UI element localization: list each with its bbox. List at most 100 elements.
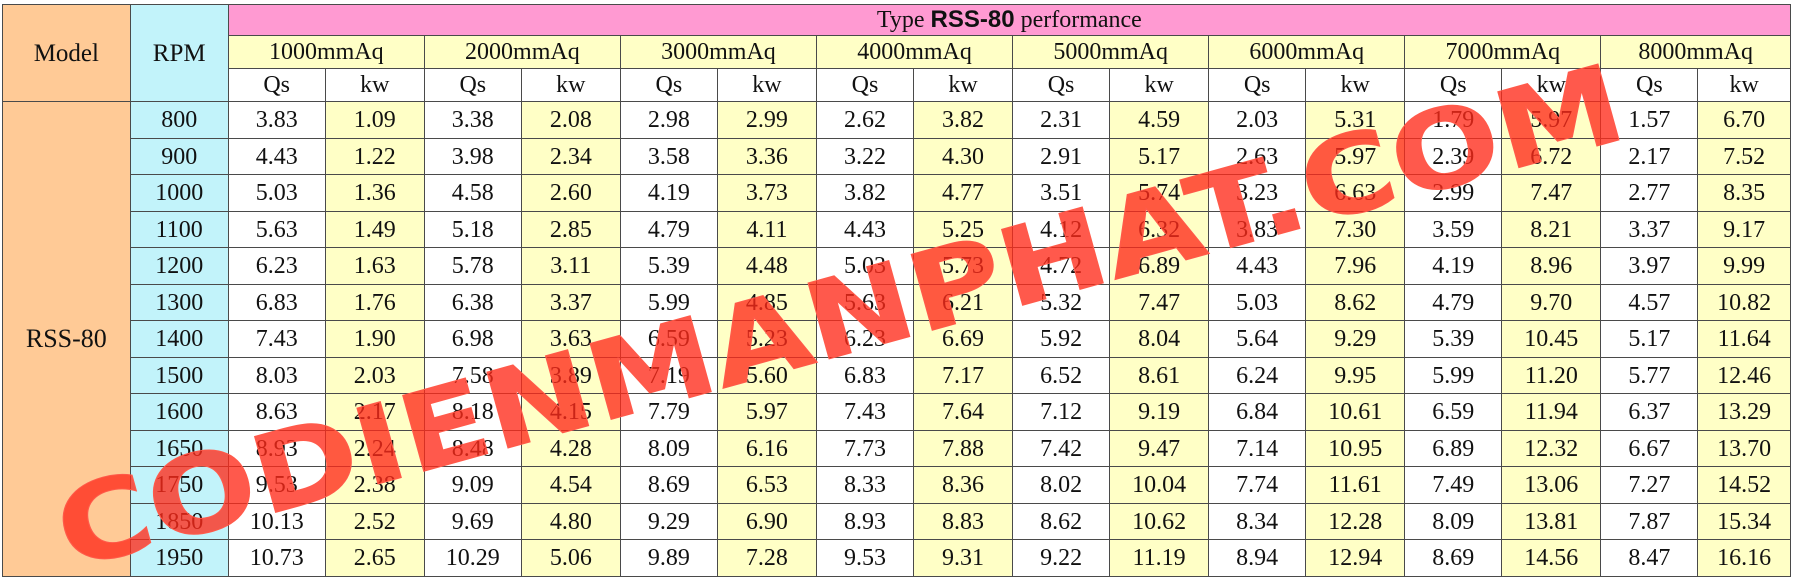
table-row: 1400 7.43 1.90 6.98 3.63 6.59 5.23 6.23 6.69 5.92… (3, 320, 1791, 358)
kw-cell: 4.80 (520, 502, 621, 541)
title-model: RSS-80 (930, 6, 1015, 34)
qs-cell: 7.58 (423, 356, 522, 395)
qs-cell: 1.79 (1404, 101, 1503, 139)
kw-cell: 11.19 (1109, 539, 1210, 577)
kw-cell: 6.53 (716, 466, 818, 504)
table-row: 1200 6.23 1.63 5.78 3.11 5.39 4.48 5.03 5.73 4.72… (3, 247, 1791, 285)
kw-cell: 2.17 (324, 393, 425, 431)
kw-cell: 6.89 (1109, 247, 1210, 285)
kw-cell: 5.97 (1501, 101, 1602, 139)
qs-cell: 7.43 (816, 393, 914, 431)
kw-cell: 4.48 (716, 247, 818, 285)
kw-cell: 8.96 (1501, 247, 1602, 285)
qs-cell: 9.53 (227, 466, 326, 504)
qs-cell: 6.83 (816, 356, 914, 395)
kw-cell: 11.64 (1697, 320, 1791, 358)
qs-cell: 3.98 (423, 137, 522, 176)
rpm-cell: 1400 (129, 320, 229, 358)
qs-cell: 4.19 (1404, 247, 1503, 285)
kw-cell: 2.38 (324, 466, 425, 504)
kw-cell: 7.96 (1305, 247, 1406, 285)
kw-cell: 5.31 (1305, 101, 1406, 139)
kw-cell: 9.17 (1697, 210, 1791, 249)
kw-cell: 1.76 (324, 283, 425, 322)
kw-cell: 8.62 (1305, 283, 1406, 322)
kw-cell: 6.32 (1109, 210, 1210, 249)
kw-cell: 11.20 (1501, 356, 1602, 395)
qs-cell: 4.12 (1012, 210, 1111, 249)
qs-cell: 8.93 (227, 429, 326, 468)
qs-cell: 3.82 (816, 174, 914, 212)
qs-unit-header: Qs (816, 67, 914, 103)
table-row: 900 4.43 1.22 3.98 2.34 3.58 3.36 3.22 4.30 2.91 5… (3, 137, 1791, 176)
kw-cell: 13.70 (1697, 429, 1791, 468)
qs-cell: 1.57 (1600, 101, 1699, 139)
qs-cell: 7.14 (1208, 429, 1307, 468)
qs-cell: 8.69 (619, 466, 718, 504)
qs-cell: 5.39 (1404, 320, 1503, 358)
kw-cell: 5.25 (912, 210, 1014, 249)
kw-cell: 11.94 (1501, 393, 1602, 431)
kw-unit-header: kw (520, 67, 621, 103)
table-row: 1500 8.03 2.03 7.58 3.89 7.19 5.60 6.83 7.17 6.52… (3, 356, 1791, 395)
kw-cell: 13.29 (1697, 393, 1791, 431)
qs-cell: 4.43 (1208, 247, 1307, 285)
rpm-header: RPM (129, 3, 229, 103)
qs-cell: 6.59 (1404, 393, 1503, 431)
pressure-header: 1000mmAq (227, 35, 425, 69)
qs-cell: 6.38 (423, 283, 522, 322)
kw-cell: 16.16 (1697, 539, 1791, 577)
kw-cell: 6.70 (1697, 101, 1791, 139)
table-row: 1650 8.93 2.24 8.48 4.28 8.09 6.16 7.73 7.88 7.42… (3, 429, 1791, 468)
qs-cell: 9.69 (423, 502, 522, 541)
kw-cell: 4.15 (520, 393, 621, 431)
qs-cell: 8.93 (816, 502, 914, 541)
kw-cell: 7.17 (912, 356, 1014, 395)
kw-cell: 2.08 (520, 101, 621, 139)
kw-cell: 12.94 (1305, 539, 1406, 577)
title-prefix: Type (876, 7, 931, 34)
rpm-cell: 1600 (129, 393, 229, 431)
kw-cell: 2.65 (324, 539, 425, 577)
kw-cell: 1.49 (324, 210, 425, 249)
kw-cell: 12.28 (1305, 502, 1406, 541)
pressure-header: 5000mmAq (1012, 35, 1210, 69)
kw-cell: 1.36 (324, 174, 425, 212)
kw-cell: 10.95 (1305, 429, 1406, 468)
kw-cell: 12.32 (1501, 429, 1602, 468)
qs-cell: 8.03 (227, 356, 326, 395)
kw-cell: 11.61 (1305, 466, 1406, 504)
pressure-header: 7000mmAq (1404, 35, 1602, 69)
kw-cell: 14.56 (1501, 539, 1602, 577)
kw-cell: 10.61 (1305, 393, 1406, 431)
kw-unit-header: kw (324, 67, 425, 103)
kw-cell: 6.63 (1305, 174, 1406, 212)
kw-cell: 2.85 (520, 210, 621, 249)
qs-unit-header: Qs (423, 67, 522, 103)
qs-cell: 3.38 (423, 101, 522, 139)
kw-cell: 3.89 (520, 356, 621, 395)
kw-cell: 7.47 (1501, 174, 1602, 212)
table-title: Type RSS-80 performance (227, 3, 1792, 37)
kw-cell: 5.17 (1109, 137, 1210, 176)
kw-cell: 9.95 (1305, 356, 1406, 395)
qs-cell: 5.78 (423, 247, 522, 285)
qs-cell: 2.31 (1012, 101, 1111, 139)
qs-cell: 5.32 (1012, 283, 1111, 322)
kw-unit-header: kw (1305, 67, 1406, 103)
kw-cell: 1.22 (324, 137, 425, 176)
qs-cell: 8.02 (1012, 466, 1111, 504)
qs-cell: 8.09 (619, 429, 718, 468)
kw-cell: 6.72 (1501, 137, 1602, 176)
kw-cell: 9.19 (1109, 393, 1210, 431)
pressure-header: 2000mmAq (423, 35, 621, 69)
model-cell: RSS-80 (2, 101, 131, 577)
kw-cell: 3.63 (520, 320, 621, 358)
rpm-cell: 1850 (129, 502, 229, 541)
kw-cell: 5.73 (912, 247, 1014, 285)
model-header: Model (2, 3, 131, 103)
qs-unit-header: Qs (619, 67, 718, 103)
qs-cell: 8.33 (816, 466, 914, 504)
rpm-cell: 1200 (129, 247, 229, 285)
kw-cell: 9.70 (1501, 283, 1602, 322)
